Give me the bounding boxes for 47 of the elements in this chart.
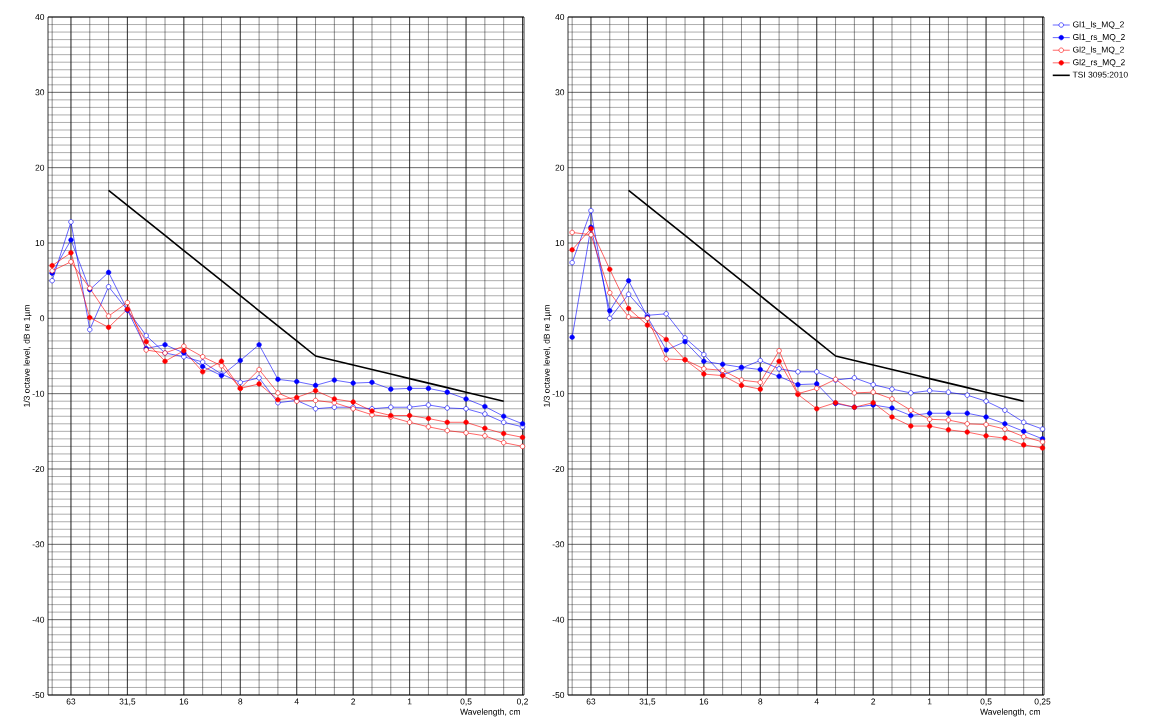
y-tick-label: 10 [555, 240, 565, 246]
y-tick-label: -30 [32, 541, 45, 548]
x-tick-label: 2 [871, 698, 876, 705]
x-tick-label: 0,5 [460, 698, 472, 706]
x-tick-label: 4 [814, 698, 819, 705]
x-tick-label: 8 [758, 698, 763, 705]
y-axis-title: 1/3 octave level, dB re 1µm [543, 305, 552, 407]
x-tick-label: 4 [294, 698, 299, 705]
legend-label: Gl2_rs_MQ_2 [1072, 59, 1125, 67]
x-tick-label: 0,25 [1034, 698, 1051, 706]
y-tick-label: 40 [35, 14, 45, 20]
y-tick-label: -50 [32, 692, 45, 698]
x-tick-label: 0,5 [980, 698, 992, 706]
x-tick-label: 16 [179, 698, 189, 705]
x-tick-label: 63 [586, 698, 596, 705]
x-tick-label: 1 [927, 698, 932, 705]
y-tick-label: 30 [35, 89, 45, 96]
y-tick-label: 0 [560, 315, 565, 322]
x-tick-label: 63 [66, 698, 76, 705]
y-tick-label: 10 [35, 240, 45, 246]
y-axis-title: 1/3 octave level, dB re 1µm [23, 305, 32, 407]
x-tick-label: 8 [238, 698, 243, 705]
y-tick-label: 40 [555, 14, 565, 20]
legend-label: Gl1_ls_MQ_2 [1072, 21, 1124, 30]
y-tick-label: -10 [552, 390, 565, 397]
x-axis-title: Wavelength, cm [980, 708, 1040, 717]
y-tick-label: 30 [555, 89, 565, 96]
y-tick-label: -30 [552, 541, 565, 548]
x-axis-title: Wavelength, cm [460, 708, 520, 717]
legend-label: TSI 3095:2010 [1072, 71, 1128, 78]
x-tick-label: 16 [699, 698, 709, 705]
x-tick-label: 1 [407, 698, 412, 705]
y-tick-label: 20 [555, 164, 565, 171]
y-tick-label: -50 [552, 692, 565, 698]
x-tick-label: 31,5 [639, 698, 656, 706]
x-tick-label: 31,5 [119, 698, 136, 706]
y-tick-label: -10 [32, 390, 45, 397]
y-tick-label: -20 [552, 466, 565, 472]
y-tick-label: -20 [32, 466, 45, 472]
y-tick-label: -40 [32, 616, 45, 623]
y-tick-label: -40 [552, 616, 565, 623]
y-tick-label: 20 [35, 164, 45, 171]
y-tick-label: 0 [40, 315, 45, 322]
legend-label: Gl1_rs_MQ_2 [1072, 33, 1125, 42]
legend-label: Gl2_ls_MQ_2 [1072, 46, 1124, 55]
x-tick-label: 0,2 [516, 698, 528, 706]
x-tick-label: 2 [351, 698, 356, 705]
